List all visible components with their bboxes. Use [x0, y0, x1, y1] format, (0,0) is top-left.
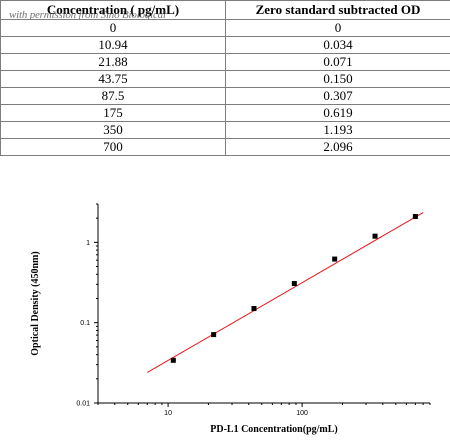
- x-tick-label: 10: [164, 410, 172, 417]
- data-point: [372, 233, 378, 239]
- y-tick-label: 1: [86, 240, 90, 247]
- plot-axes: [97, 204, 430, 404]
- od-cell: 2.096: [225, 138, 450, 156]
- concentration-cell: 87.5: [0, 87, 226, 105]
- table-row: 700 2.096: [0, 138, 450, 156]
- data-point: [412, 214, 418, 220]
- x-axis-title: PD-L1 Concentration(pg/mL): [210, 424, 338, 435]
- od-cell: 0.034: [225, 36, 450, 54]
- data-point: [211, 332, 217, 338]
- concentration-header-label: Concentration ( pg/mL): [46, 2, 180, 17]
- concentration-cell: 350: [0, 121, 226, 139]
- table-row: 10.94 0.034: [0, 36, 450, 54]
- table-row: 350 1.193: [0, 121, 450, 139]
- standard-curve-plot: 0.01 0.1 1 10 100 PD-L1 Concentration(pg/mL)…: [30, 203, 431, 435]
- concentration-cell: 0: [0, 19, 226, 37]
- fit-line: [147, 212, 424, 373]
- od-cell: 0.071: [225, 53, 450, 71]
- concentration-cell: 700: [0, 138, 226, 156]
- concentration-header: Concentration ( pg/mL) with permission f…: [0, 0, 226, 20]
- data-point: [251, 306, 257, 312]
- od-header: Zero standard subtracted OD: [225, 0, 450, 20]
- od-cell: 0: [225, 19, 450, 37]
- od-cell: 0.307: [225, 87, 450, 105]
- y-axis-title: Optical Density (450nm): [30, 251, 41, 355]
- data-point: [170, 357, 176, 363]
- concentration-cell: 175: [0, 104, 226, 122]
- table-row: 175 0.619: [0, 104, 450, 122]
- concentration-cell: 43.75: [0, 70, 226, 88]
- standard-curve-table: Concentration ( pg/mL) with permission f…: [0, 0, 450, 156]
- od-cell: 1.193: [225, 121, 450, 139]
- data-point: [291, 281, 297, 287]
- data-point: [332, 256, 338, 262]
- od-cell: 0.619: [225, 104, 450, 122]
- od-cell: 0.150: [225, 70, 450, 88]
- concentration-cell: 21.88: [0, 53, 226, 71]
- table-header-row: Concentration ( pg/mL) with permission f…: [0, 0, 450, 20]
- y-tick-label: 0.01: [76, 401, 90, 408]
- x-tick-label: 100: [296, 410, 308, 417]
- y-tick-label: 0.1: [80, 320, 90, 327]
- table-row: 87.5 0.307: [0, 87, 450, 105]
- concentration-cell: 10.94: [0, 36, 226, 54]
- table-row: 43.75 0.150: [0, 70, 450, 88]
- watermark: with permission from Sino Biological: [9, 9, 166, 20]
- table-row: 21.88 0.071: [0, 53, 450, 71]
